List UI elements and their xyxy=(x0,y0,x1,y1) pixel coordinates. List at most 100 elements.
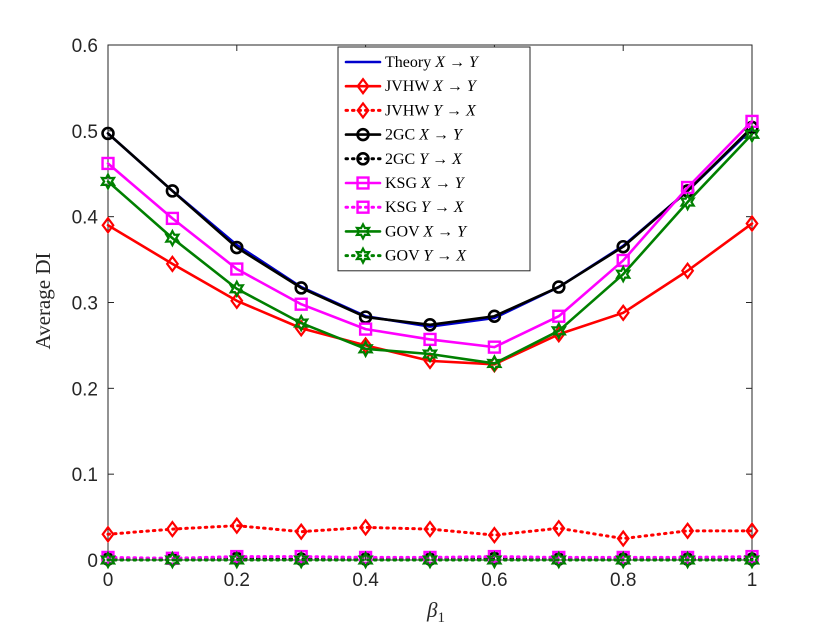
tick-labels: 0 0.2 0.4 0.6 0.8 1 0 0.1 0.2 0.3 0.4 0.5 0.6 xyxy=(72,36,758,591)
circle-marker xyxy=(294,281,308,295)
legend-label-method: GOV xyxy=(385,248,423,265)
square-marker xyxy=(101,156,115,171)
legend-label-direction: X → Y xyxy=(422,223,468,240)
circle-marker xyxy=(552,280,566,294)
circle-marker xyxy=(423,318,437,332)
x-tick-label: 0.2 xyxy=(224,570,250,591)
series-line xyxy=(106,126,754,327)
x-tick-label: 0.4 xyxy=(352,570,379,591)
diamond-marker xyxy=(356,101,370,120)
hexagram-marker xyxy=(99,172,117,191)
legend-label-direction: X → Y xyxy=(434,54,480,71)
diamond-marker xyxy=(745,521,759,540)
series-line xyxy=(106,555,754,560)
x-tick-label: 0 xyxy=(103,570,114,591)
circle-marker xyxy=(230,240,244,255)
square-marker xyxy=(294,297,308,311)
legend-label: GOV Y → X xyxy=(385,248,467,265)
legend-item: KSG X → Y xyxy=(344,175,466,192)
legend-label: Theory X → Y xyxy=(385,54,480,71)
legend-label-direction: Y → X xyxy=(419,151,463,168)
series-lines xyxy=(99,114,761,570)
circle-marker xyxy=(487,309,502,323)
square-marker xyxy=(356,176,370,190)
legend-label: GOV X → Y xyxy=(385,223,468,240)
x-tick-label: 0.8 xyxy=(610,570,636,591)
y-tick-label: 0 xyxy=(87,551,98,572)
hexagram-marker xyxy=(164,228,181,248)
diamond-marker xyxy=(616,303,630,322)
square-marker xyxy=(230,262,244,276)
legend-label-method: Theory xyxy=(385,54,435,71)
hexagram-marker xyxy=(679,550,696,570)
diamond-marker xyxy=(358,518,373,537)
hexagram-marker xyxy=(615,264,632,284)
hexagram-marker xyxy=(743,550,761,570)
circle-marker xyxy=(165,184,180,198)
hexagram-marker xyxy=(164,550,181,570)
y-tick-label: 0.4 xyxy=(72,208,99,229)
y-tick-label: 0.3 xyxy=(72,294,98,315)
diamond-marker xyxy=(680,521,695,540)
legend-label-method: 2GC xyxy=(385,127,419,144)
hexagram-marker xyxy=(486,354,503,373)
legend-label: 2GC Y → X xyxy=(385,151,463,168)
legend-label: KSG X → Y xyxy=(385,175,466,192)
square-marker xyxy=(358,322,373,336)
diamond-marker xyxy=(165,255,180,273)
diamond-marker xyxy=(487,526,502,544)
legend-label-direction: X → Y xyxy=(432,78,478,95)
legend-label: KSG Y → X xyxy=(385,199,465,216)
hexagram-marker xyxy=(421,550,439,570)
legend-label-direction: Y → X xyxy=(433,102,477,119)
legend-label-direction: Y → X xyxy=(421,199,465,216)
diamond-marker xyxy=(101,216,115,235)
legend-label-method: KSG xyxy=(385,199,421,216)
diamond-marker xyxy=(680,261,695,280)
hexagram-marker xyxy=(615,550,632,570)
hexagram-marker xyxy=(354,246,372,265)
hexagram-marker xyxy=(486,550,503,570)
series-line xyxy=(106,524,754,541)
hexagram-marker xyxy=(99,550,117,570)
legend-box xyxy=(337,46,531,272)
x-axis-title: β1 xyxy=(426,598,445,626)
hexagram-marker xyxy=(293,550,310,570)
legend-label: JVHW X → Y xyxy=(385,78,478,95)
series-5 xyxy=(101,114,759,354)
diamond-marker xyxy=(423,352,437,370)
series-7 xyxy=(99,124,761,373)
diamond-marker xyxy=(745,214,759,233)
legend-label-direction: Y → X xyxy=(423,248,467,265)
circle-marker xyxy=(356,152,370,166)
series-8 xyxy=(99,550,761,570)
diamond-marker xyxy=(294,522,308,541)
diamond-marker xyxy=(230,291,244,310)
diamond-marker xyxy=(552,519,566,538)
square-marker xyxy=(165,211,180,226)
diamond-marker xyxy=(165,520,180,538)
legend-label-direction: X → Y xyxy=(420,175,466,192)
legend-item: Theory X → Y xyxy=(344,54,480,71)
legend-item: GOV Y → X xyxy=(344,246,467,265)
legend-label: 2GC X → Y xyxy=(385,127,464,144)
square-marker xyxy=(487,340,502,354)
legend-label-method: JVHW xyxy=(385,78,433,95)
y-tick-label: 0.1 xyxy=(72,465,98,486)
series-2 xyxy=(101,516,759,548)
hexagram-marker xyxy=(550,550,567,570)
hexagram-marker xyxy=(228,550,245,570)
diamond-marker xyxy=(230,516,244,535)
y-tick-label: 0.6 xyxy=(72,36,98,57)
diamond-marker xyxy=(356,77,370,96)
series-line xyxy=(106,132,754,365)
hexagram-marker xyxy=(354,222,372,241)
hexagram-marker xyxy=(743,124,761,144)
circle-marker xyxy=(101,126,115,141)
hexagram-marker xyxy=(550,321,567,341)
hexagram-marker xyxy=(357,550,374,570)
hexagram-marker xyxy=(421,344,439,364)
legend-label-method: JVHW xyxy=(385,102,433,119)
